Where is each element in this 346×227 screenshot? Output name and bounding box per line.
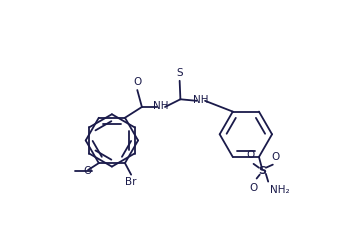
Text: S: S (176, 68, 183, 78)
Text: O: O (133, 77, 142, 87)
Text: Br: Br (125, 177, 137, 187)
Text: O: O (249, 183, 258, 193)
Text: O: O (83, 166, 91, 176)
Text: NH₂: NH₂ (270, 185, 289, 195)
Text: NH: NH (153, 101, 168, 111)
Text: O: O (246, 150, 255, 160)
Text: NH: NH (193, 95, 208, 105)
Text: O: O (272, 152, 280, 162)
Text: S: S (258, 166, 266, 176)
